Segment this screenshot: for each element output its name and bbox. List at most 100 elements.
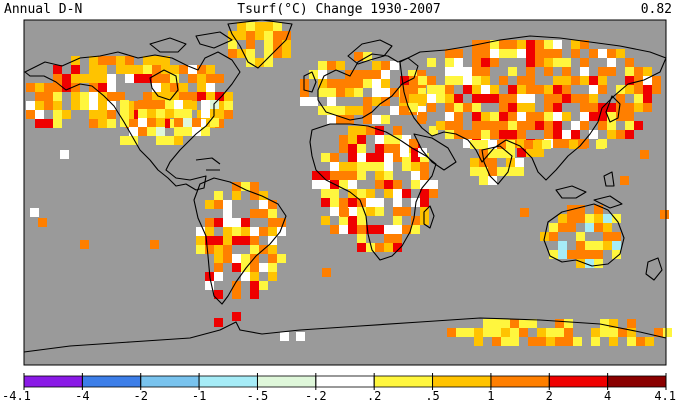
anomaly-cell	[598, 121, 607, 130]
anomaly-cell	[585, 250, 594, 259]
anomaly-cell	[206, 92, 215, 101]
anomaly-cell	[609, 319, 618, 328]
anomaly-cell	[147, 100, 156, 109]
anomaly-cell	[553, 58, 562, 67]
anomaly-cell	[562, 67, 571, 76]
anomaly-cell	[411, 144, 420, 153]
anomaly-cell	[445, 67, 454, 76]
anomaly-cell	[354, 88, 363, 97]
anomaly-cell	[589, 130, 598, 139]
anomaly-cell	[445, 58, 454, 67]
anomaly-cell	[393, 144, 402, 153]
anomaly-cell	[517, 121, 526, 130]
anomaly-cell	[35, 119, 44, 128]
anomaly-cell	[152, 74, 161, 83]
anomaly-cell	[30, 208, 39, 217]
anomaly-cell	[300, 88, 309, 97]
anomaly-cell	[526, 148, 535, 157]
anomaly-cell	[609, 337, 618, 346]
anomaly-cell	[596, 140, 605, 149]
anomaly-cell	[120, 100, 129, 109]
anomaly-cell	[627, 319, 636, 328]
anomaly-cell	[35, 83, 44, 92]
anomaly-cell	[215, 92, 224, 101]
anomaly-cell	[321, 198, 330, 207]
anomaly-cell	[255, 22, 264, 31]
anomaly-cell	[497, 140, 506, 149]
anomaly-cell	[205, 245, 214, 254]
anomaly-cell	[576, 250, 585, 259]
anomaly-cell	[479, 140, 488, 149]
anomaly-cell	[107, 101, 116, 110]
anomaly-cell	[183, 109, 192, 118]
anomaly-cell	[463, 139, 472, 148]
anomaly-cell	[555, 319, 564, 328]
anomaly-cell	[598, 67, 607, 76]
anomaly-cell	[268, 245, 277, 254]
anomaly-cell	[381, 70, 390, 79]
anomaly-cell	[318, 106, 327, 115]
anomaly-cell	[402, 162, 411, 171]
anomaly-cell	[609, 328, 618, 337]
anomaly-cell	[481, 76, 490, 85]
anomaly-cell	[280, 332, 289, 341]
anomaly-cell	[62, 83, 71, 92]
anomaly-cell	[517, 85, 526, 94]
anomaly-cell	[535, 121, 544, 130]
anomaly-cell	[409, 139, 418, 148]
anomaly-cell	[336, 79, 345, 88]
anomaly-cell	[107, 74, 116, 83]
anomaly-cell	[603, 241, 612, 250]
anomaly-cell	[192, 127, 201, 136]
anomaly-cell	[393, 180, 402, 189]
anomaly-cell	[246, 58, 255, 67]
anomaly-cell	[330, 189, 339, 198]
anomaly-cell	[526, 85, 535, 94]
anomaly-cell	[354, 70, 363, 79]
map-title: Tsurf(°C) Change 1930-2007	[237, 2, 441, 17]
anomaly-cell	[470, 167, 479, 176]
anomaly-cell	[366, 162, 375, 171]
anomaly-cell	[418, 94, 427, 103]
anomaly-cell	[573, 337, 582, 346]
anomaly-cell	[348, 198, 357, 207]
anomaly-cell	[470, 158, 479, 167]
anomaly-cell	[336, 88, 345, 97]
anomaly-cell	[607, 103, 616, 112]
anomaly-cell	[528, 319, 537, 328]
anomaly-cell	[268, 272, 277, 281]
anomaly-cell	[375, 135, 384, 144]
anomaly-cell	[517, 148, 526, 157]
anomaly-cell	[546, 328, 555, 337]
anomaly-cell	[589, 94, 598, 103]
anomaly-cell	[296, 332, 305, 341]
anomaly-cell	[472, 130, 481, 139]
anomaly-cell	[591, 328, 600, 337]
anomaly-cell	[188, 74, 197, 83]
anomaly-cell	[463, 103, 472, 112]
anomaly-cell	[384, 234, 393, 243]
anomaly-cell	[98, 92, 107, 101]
anomaly-cell	[585, 259, 594, 268]
anomaly-cell	[576, 232, 585, 241]
anomaly-cell	[472, 85, 481, 94]
anomaly-cell	[214, 254, 223, 263]
anomaly-cell	[607, 112, 616, 121]
anomaly-cell	[420, 189, 429, 198]
coast-hudson-bay	[149, 69, 179, 101]
coastlines	[23, 19, 667, 353]
anomaly-cell	[472, 121, 481, 130]
anomaly-cell	[510, 328, 519, 337]
anomaly-cell	[643, 76, 652, 85]
legend-bin	[315, 375, 375, 388]
anomaly-cell	[156, 127, 165, 136]
anomaly-cell	[38, 218, 47, 227]
anomaly-cell	[558, 250, 567, 259]
anomaly-cell	[585, 241, 594, 250]
anomaly-cell	[348, 207, 357, 216]
anomaly-cell	[537, 337, 546, 346]
anomaly-cell	[411, 225, 420, 234]
anomaly-cell	[241, 182, 250, 191]
anomaly-cell	[508, 103, 517, 112]
